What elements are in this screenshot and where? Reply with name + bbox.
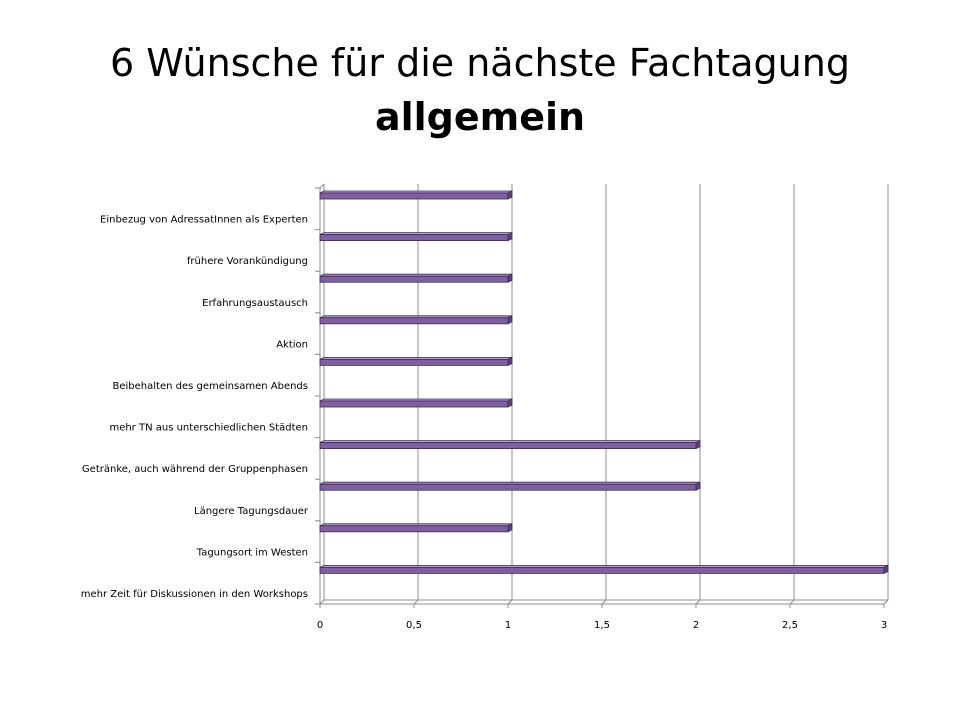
bar-front-face — [319, 442, 697, 450]
gridlines — [413, 184, 889, 605]
category-label: Beibehalten des gemeinsamen Abends — [112, 381, 308, 392]
category-label: Aktion — [276, 339, 308, 350]
title-line-2: allgemein — [374, 95, 586, 139]
bar-end-face — [507, 356, 513, 367]
bar-end-face — [507, 231, 513, 242]
bar — [319, 315, 513, 325]
x-tick-label: 0 — [317, 620, 323, 631]
bar — [319, 356, 513, 367]
x-axis-corner — [319, 599, 325, 605]
category-label: Tagungsort im Westen — [196, 547, 308, 558]
bar-front-face — [319, 275, 509, 283]
gridline-floor — [507, 599, 513, 605]
gridline-floor — [413, 599, 419, 605]
gridline-floor — [789, 599, 795, 605]
bar-front-face — [319, 483, 697, 491]
category-label: Getränke, auch während der Gruppenphasen — [82, 464, 308, 475]
bar — [319, 523, 513, 533]
bar-end-face — [507, 190, 513, 200]
bar-end-face — [883, 564, 889, 575]
bar-end-face — [507, 273, 513, 283]
bar — [319, 439, 701, 450]
x-tick-label: 2,5 — [782, 620, 798, 631]
bar-front-face — [319, 567, 885, 574]
category-label: Einbezug von AdressatInnen als Experten — [100, 215, 308, 226]
gridline-floor — [695, 599, 701, 605]
title-line-1: 6 Wünsche für die nächste Fachtagung — [110, 41, 850, 85]
x-tick-labels: 0 0,5 1 1,5 2 2,5 3 — [317, 620, 887, 631]
x-tick-label: 3 — [881, 620, 887, 631]
x-tick-label: 0,5 — [406, 620, 422, 631]
category-labels: Einbezug von AdressatInnen als Experten f… — [81, 215, 309, 600]
category-label: frühere Vorankündigung — [187, 256, 308, 267]
bar-front-face — [319, 192, 509, 200]
slide-title: 6 Wünsche für die nächste Fachtagung all… — [0, 36, 960, 144]
bar-front-face — [319, 317, 509, 325]
bar-end-face — [507, 523, 513, 533]
bar-end-face — [695, 481, 701, 491]
x-tick-label: 1 — [505, 620, 511, 631]
gridline-floor — [883, 599, 889, 605]
bar-front-face — [319, 234, 509, 242]
category-label: mehr TN aus unterschiedlichen Städten — [109, 423, 308, 434]
bar — [319, 564, 889, 575]
gridline-floor — [601, 599, 607, 605]
bar — [319, 231, 513, 242]
category-label: mehr Zeit für Diskussionen in den Worksh… — [81, 589, 308, 600]
bar-end-face — [507, 398, 513, 408]
bar-front-face — [319, 525, 509, 533]
x-tick-label: 2 — [693, 620, 699, 631]
category-label: Erfahrungsaustausch — [202, 298, 308, 309]
bar-end-face — [695, 439, 701, 450]
bar — [319, 273, 513, 283]
y-axis-top — [319, 183, 325, 189]
bar-front-face — [319, 400, 509, 408]
bars — [319, 190, 889, 575]
x-tick-label: 1,5 — [594, 620, 610, 631]
axes — [315, 183, 888, 608]
bar-end-face — [507, 315, 513, 325]
bar — [319, 398, 513, 408]
bar — [319, 481, 701, 491]
category-label: Längere Tagungsdauer — [194, 506, 309, 517]
bar — [319, 190, 513, 200]
bar-front-face — [319, 358, 509, 366]
